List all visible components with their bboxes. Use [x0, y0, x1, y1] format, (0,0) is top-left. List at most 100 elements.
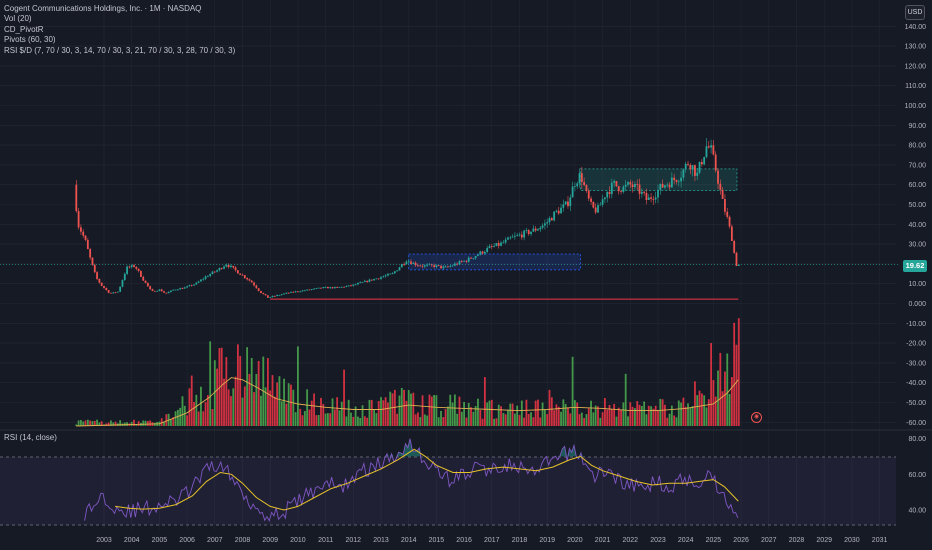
candle-body: [456, 263, 459, 265]
candle-body: [617, 186, 620, 192]
candle-body: [77, 211, 80, 228]
volume-bar: [527, 414, 530, 426]
candle-body: [495, 243, 498, 246]
candle-body: [474, 256, 477, 259]
candle-body: [183, 287, 186, 289]
candle-body: [163, 291, 165, 293]
candle-body: [615, 181, 618, 187]
candle-body: [737, 264, 740, 266]
candle-body: [486, 248, 489, 252]
volume-bar: [599, 417, 602, 426]
candle-body: [239, 273, 242, 275]
candle-body: [569, 197, 572, 207]
price-tick-label: 50.00: [908, 202, 926, 209]
price-tick-label: -10.00: [906, 321, 926, 328]
legend-pivot-r[interactable]: CD_PivotR: [4, 24, 44, 34]
volume-bar: [668, 413, 671, 426]
candle-body: [232, 265, 235, 268]
candle-body: [389, 273, 392, 275]
volume-bar: [493, 418, 496, 426]
candle-body: [165, 292, 168, 294]
time-tick-label: 2004: [124, 537, 140, 544]
volume-bar: [375, 413, 378, 426]
volume-bar: [278, 376, 281, 426]
price-axis: 140.00 130.00 120.00 110.00 100.00 90.00 80.00…: [905, 24, 927, 427]
candle-body: [340, 286, 343, 288]
volume-bar: [680, 402, 682, 426]
volume-bar: [359, 417, 362, 426]
candle-body: [687, 163, 689, 165]
candle-body: [338, 287, 341, 288]
volume-bar: [368, 399, 371, 426]
candle-body: [195, 282, 198, 285]
volume-bar: [516, 405, 519, 426]
volume-bar: [149, 420, 152, 426]
volume-bar: [486, 402, 489, 426]
candle-body: [458, 261, 461, 265]
candle-body: [592, 201, 595, 208]
candle-body: [128, 266, 131, 268]
candle-body: [516, 235, 519, 236]
candle-body: [255, 285, 258, 289]
candle-body: [357, 283, 359, 285]
candle-body: [380, 277, 382, 279]
legend-vol[interactable]: Vol (20): [4, 14, 32, 24]
candle-body: [705, 146, 708, 158]
time-tick-label: 2011: [318, 537, 333, 544]
rsi-ma-line: [115, 448, 739, 511]
candle-body: [287, 292, 290, 294]
volume-bar: [624, 373, 627, 426]
volume-bar: [661, 399, 664, 426]
candle-body: [680, 177, 682, 182]
candle-body: [142, 276, 145, 281]
candle-body: [387, 273, 389, 276]
volume-bar: [534, 400, 537, 426]
candle-body: [710, 145, 712, 148]
candle-body: [246, 277, 249, 280]
candle-body: [661, 183, 664, 188]
price-tick-label: -20.00: [906, 341, 926, 348]
volume-bar: [264, 387, 267, 426]
candle-body: [405, 261, 408, 265]
candle-body: [285, 292, 288, 294]
time-tick-label: 2009: [262, 537, 278, 544]
volume-bar: [236, 344, 239, 426]
candle-body: [610, 182, 613, 195]
volume-bar: [590, 400, 592, 426]
candle-body: [712, 145, 715, 155]
volume-bar: [317, 415, 320, 426]
volume-bar: [290, 384, 292, 426]
volume-bar: [98, 422, 101, 426]
currency-button[interactable]: USD: [905, 5, 925, 20]
candle-body: [218, 268, 221, 271]
candle-body: [733, 241, 736, 253]
volume-bar: [396, 413, 399, 426]
candle-body: [451, 265, 454, 267]
volume-bar: [174, 411, 177, 426]
rsi-tick-label: 80.00: [908, 436, 926, 443]
candle-body: [608, 191, 611, 195]
legend-rsi-sd[interactable]: RSI $/D (7, 70 / 30, 3, 14, 70 / 30, 3, …: [4, 45, 236, 55]
volume-bar: [407, 390, 410, 426]
time-tick-label: 2010: [290, 537, 306, 544]
volume-bar: [726, 353, 729, 426]
candle-body: [151, 289, 154, 291]
candle-body: [225, 264, 228, 267]
volume-bar: [299, 408, 302, 426]
volume-bar: [537, 399, 539, 426]
candle-body: [146, 282, 149, 287]
candle-body: [417, 265, 419, 267]
legend-pivots[interactable]: Pivots (60, 30): [4, 35, 56, 45]
symbol-title[interactable]: Cogent Communications Holdings, Inc. · 1…: [4, 4, 202, 13]
candle-body: [694, 165, 696, 176]
candle-body: [530, 231, 532, 234]
volume-bar: [200, 386, 202, 426]
candle-body: [675, 180, 678, 182]
volume-bar: [257, 360, 260, 426]
eye-icon[interactable]: ◉: [751, 412, 762, 423]
rsi-legend[interactable]: RSI (14, close): [4, 433, 57, 442]
volume-bar: [453, 394, 456, 426]
volume-bar: [567, 408, 569, 426]
volume-bar: [163, 421, 165, 426]
volume-bar: [285, 403, 288, 426]
